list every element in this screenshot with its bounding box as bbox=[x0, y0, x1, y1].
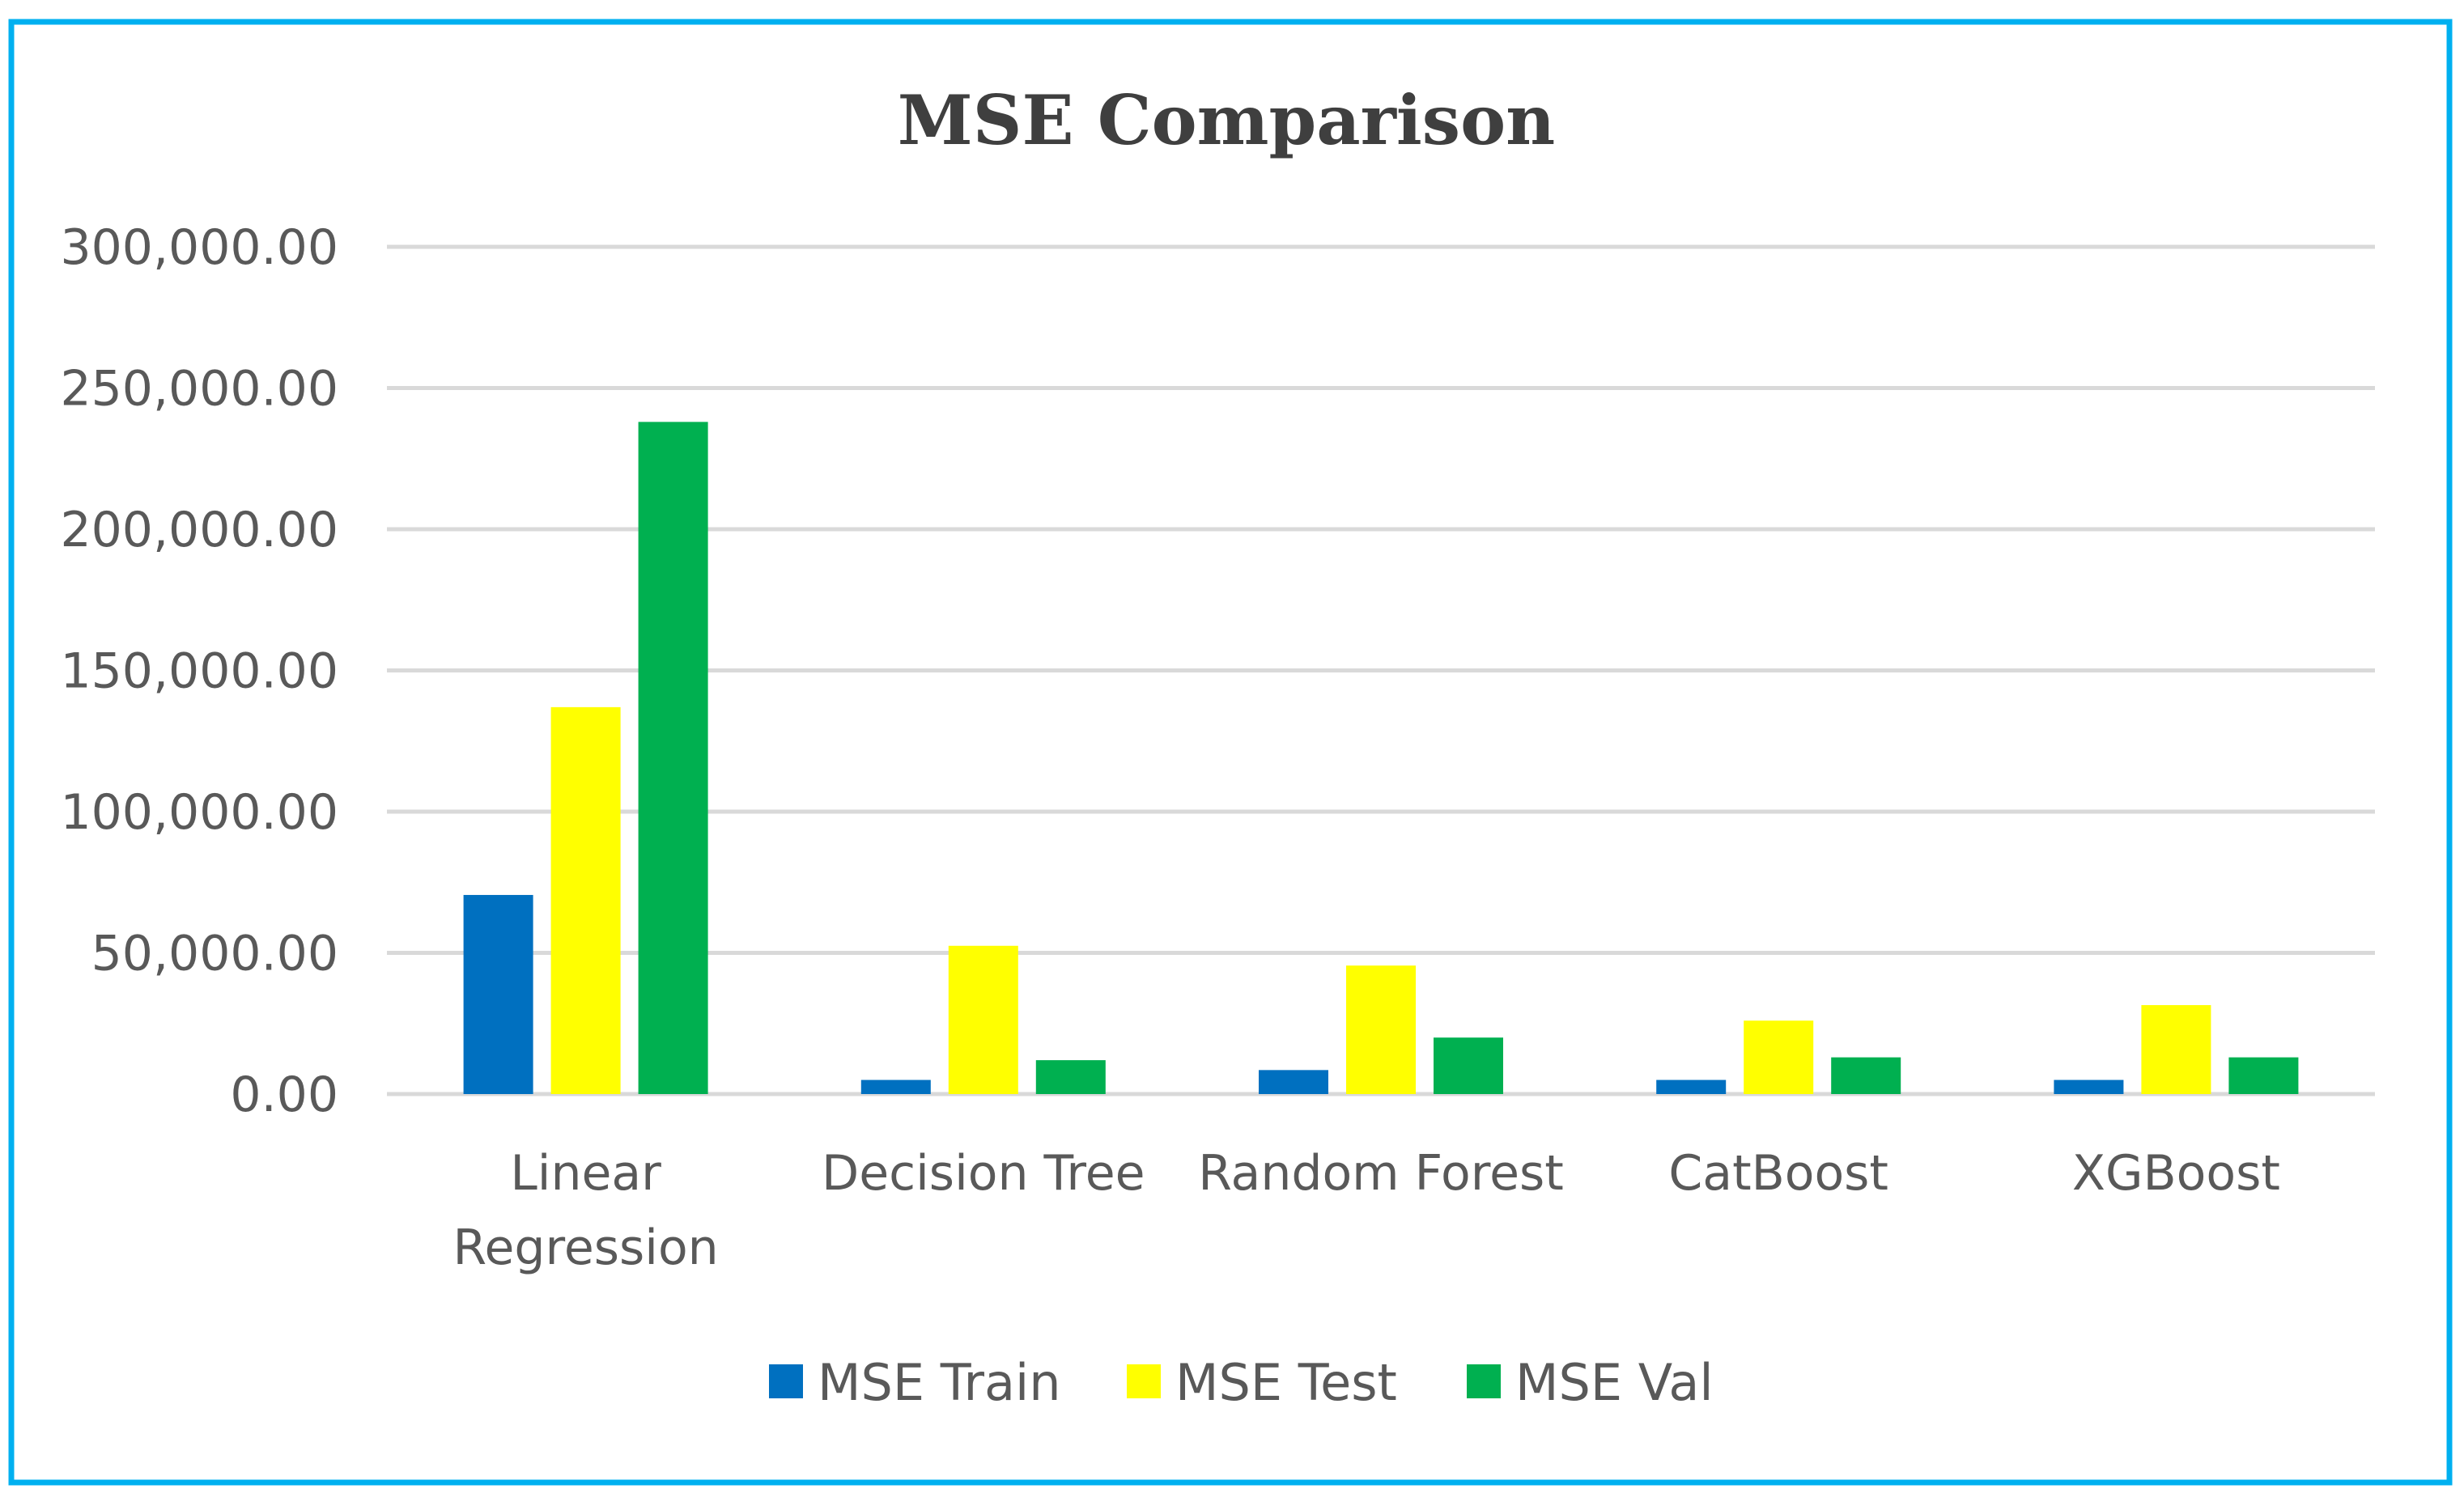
bar-mse-train bbox=[2054, 1079, 2124, 1094]
bar-mse-val bbox=[2228, 1057, 2299, 1094]
x-category-label: Decision Tree bbox=[822, 1145, 1145, 1202]
y-axis-ticks: 0.00 50,000.00 100,000.00 150,000.00 200,000… bbox=[60, 219, 338, 1123]
bars bbox=[463, 422, 2299, 1094]
y-tick-label: 50,000.00 bbox=[91, 926, 338, 982]
grid-layer bbox=[387, 244, 2375, 1096]
x-category-label: Random Forest bbox=[1198, 1145, 1564, 1202]
x-category-label: Regression bbox=[453, 1219, 719, 1276]
bar-mse-train bbox=[860, 1079, 931, 1094]
legend-label: MSE Test bbox=[1175, 1353, 1397, 1412]
bar-mse-val bbox=[1035, 1060, 1106, 1094]
y-tick-label: 150,000.00 bbox=[60, 643, 338, 700]
bar-mse-train bbox=[1259, 1070, 1328, 1094]
y-tick-label: 300,000.00 bbox=[60, 219, 338, 276]
x-axis-labels: Linear Regression Decision Tree Random Fore… bbox=[453, 1145, 2280, 1276]
legend-label: MSE Train bbox=[818, 1353, 1061, 1412]
legend-swatch bbox=[1127, 1364, 1161, 1398]
bar-mse-train bbox=[463, 894, 533, 1094]
bar-mse-test bbox=[1346, 965, 1416, 1094]
chart-border bbox=[8, 19, 2453, 1486]
x-category-label: XGBoost bbox=[2072, 1145, 2280, 1202]
legend-swatch bbox=[769, 1364, 803, 1398]
y-tick-label: 250,000.00 bbox=[60, 361, 338, 418]
bar-mse-test bbox=[1744, 1020, 1814, 1094]
x-category-label: Linear bbox=[510, 1145, 661, 1202]
bar-mse-val bbox=[638, 422, 708, 1094]
bar-mse-test bbox=[550, 706, 621, 1094]
y-tick-label: 100,000.00 bbox=[60, 784, 338, 841]
x-category-label: CatBoost bbox=[1668, 1145, 1888, 1202]
legend: MSE Train MSE Test MSE Val bbox=[769, 1353, 1714, 1412]
legend-label: MSE Val bbox=[1515, 1353, 1714, 1412]
chart-title: MSE Comparison bbox=[898, 80, 1555, 160]
legend-swatch bbox=[1467, 1364, 1501, 1398]
bar-mse-val bbox=[1434, 1037, 1503, 1094]
bar-mse-val bbox=[1831, 1057, 1901, 1094]
y-tick-label: 0.00 bbox=[230, 1067, 338, 1123]
y-tick-label: 200,000.00 bbox=[60, 502, 338, 558]
bar-mse-train bbox=[1656, 1079, 1727, 1094]
bar-mse-test bbox=[948, 945, 1018, 1094]
bar-mse-test bbox=[2141, 1005, 2211, 1094]
